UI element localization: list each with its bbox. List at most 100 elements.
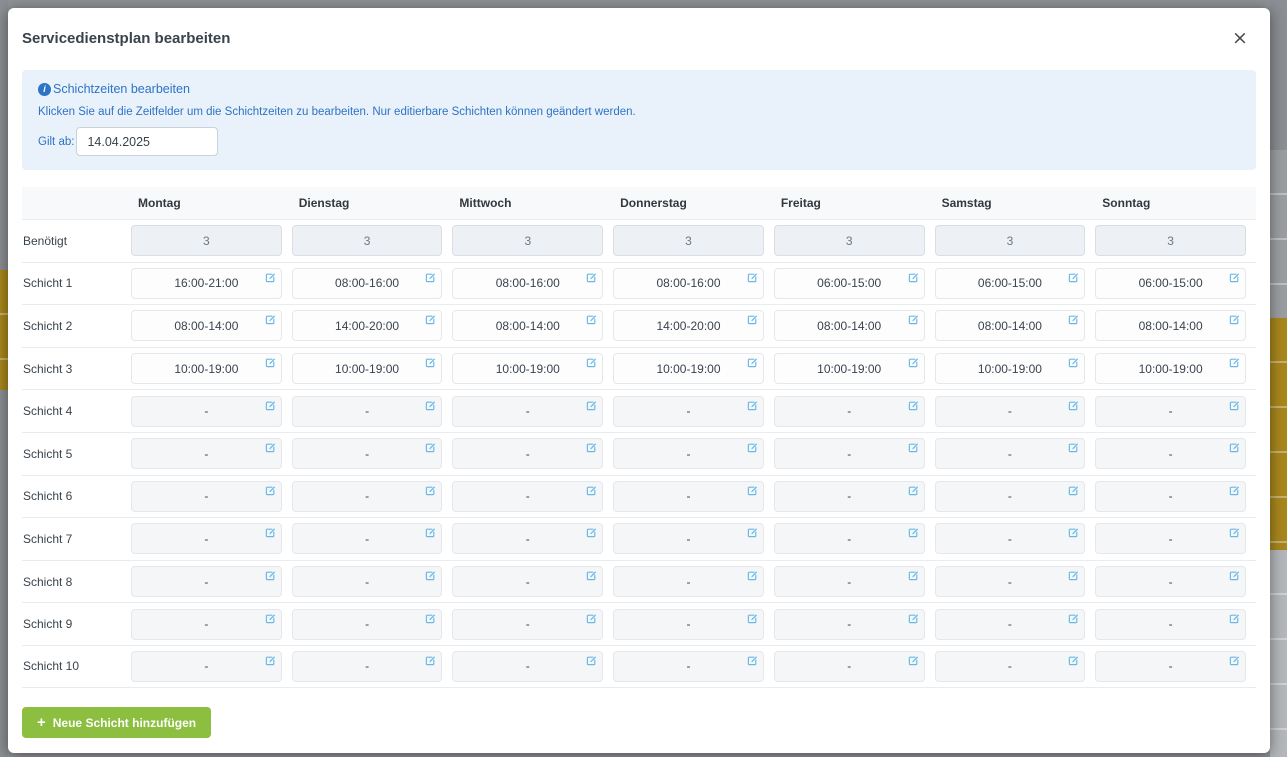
edit-icon[interactable] [425,357,436,368]
edit-icon[interactable] [908,527,919,538]
edit-icon[interactable] [1068,400,1079,411]
shift-time-field[interactable]: - [613,438,764,470]
shift-time-field[interactable]: 08:00-14:00 [773,310,925,342]
shift-time-field[interactable]: - [452,480,604,512]
shift-time-field[interactable]: 08:00-14:00 [452,310,604,342]
shift-time-field[interactable]: 08:00-16:00 [613,267,764,299]
shift-time-field[interactable]: - [131,438,282,470]
shift-time-field[interactable]: - [613,566,764,598]
edit-icon[interactable] [265,527,276,538]
edit-icon[interactable] [1229,485,1240,496]
edit-icon[interactable] [265,570,276,581]
shift-time-field[interactable]: - [452,608,604,640]
edit-icon[interactable] [1229,613,1240,624]
shift-time-field[interactable]: - [934,566,1086,598]
shift-time-field[interactable]: 10:00-19:00 [613,353,764,385]
edit-icon[interactable] [908,272,919,283]
edit-icon[interactable] [586,655,597,666]
edit-icon[interactable] [1229,272,1240,283]
shift-time-field[interactable]: - [291,650,443,682]
shift-time-field[interactable]: 08:00-14:00 [131,310,282,342]
close-icon[interactable]: × [1228,26,1252,50]
shift-time-field[interactable]: - [934,523,1086,555]
shift-time-field[interactable]: - [1095,438,1246,470]
shift-time-field[interactable]: - [291,566,443,598]
shift-time-field[interactable]: - [1095,480,1246,512]
edit-icon[interactable] [747,357,758,368]
shift-time-field[interactable]: 06:00-15:00 [934,267,1086,299]
shift-time-field[interactable]: - [934,480,1086,512]
shift-time-field[interactable]: 10:00-19:00 [131,353,282,385]
edit-icon[interactable] [747,314,758,325]
edit-icon[interactable] [747,613,758,624]
shift-time-field[interactable]: - [131,566,282,598]
shift-time-field[interactable]: - [773,480,925,512]
edit-icon[interactable] [908,357,919,368]
edit-icon[interactable] [586,527,597,538]
shift-time-field[interactable]: 10:00-19:00 [452,353,604,385]
shift-time-field[interactable]: - [131,395,282,427]
edit-icon[interactable] [586,442,597,453]
shift-time-field[interactable]: 14:00-20:00 [613,310,764,342]
edit-icon[interactable] [265,400,276,411]
edit-icon[interactable] [1229,442,1240,453]
edit-icon[interactable] [425,485,436,496]
shift-time-field[interactable]: - [613,480,764,512]
shift-time-field[interactable]: - [1095,523,1246,555]
edit-icon[interactable] [586,570,597,581]
edit-icon[interactable] [1068,527,1079,538]
shift-time-field[interactable]: - [1095,608,1246,640]
shift-time-field[interactable]: - [291,608,443,640]
shift-time-field[interactable]: - [934,608,1086,640]
edit-icon[interactable] [425,570,436,581]
shift-time-field[interactable]: - [452,523,604,555]
edit-icon[interactable] [1068,357,1079,368]
edit-icon[interactable] [586,400,597,411]
shift-time-field[interactable]: 10:00-19:00 [291,353,443,385]
edit-icon[interactable] [586,357,597,368]
edit-icon[interactable] [265,485,276,496]
shift-time-field[interactable]: - [131,480,282,512]
shift-time-field[interactable]: - [291,438,443,470]
edit-icon[interactable] [265,613,276,624]
shift-time-field[interactable]: - [452,566,604,598]
shift-time-field[interactable]: 10:00-19:00 [934,353,1086,385]
shift-time-field[interactable]: 10:00-19:00 [773,353,925,385]
shift-time-field[interactable]: - [934,438,1086,470]
edit-icon[interactable] [425,613,436,624]
shift-time-field[interactable]: - [934,650,1086,682]
shift-time-field[interactable]: - [613,608,764,640]
edit-icon[interactable] [747,272,758,283]
edit-icon[interactable] [747,442,758,453]
shift-time-field[interactable]: - [452,395,604,427]
shift-time-field[interactable]: - [773,566,925,598]
edit-icon[interactable] [908,400,919,411]
edit-icon[interactable] [265,442,276,453]
shift-time-field[interactable]: 08:00-16:00 [291,267,443,299]
shift-time-field[interactable]: 06:00-15:00 [1095,267,1246,299]
add-shift-button[interactable]: + Neue Schicht hinzufügen [22,707,212,738]
shift-time-field[interactable]: - [291,395,443,427]
edit-icon[interactable] [425,272,436,283]
edit-icon[interactable] [908,655,919,666]
edit-icon[interactable] [908,442,919,453]
shift-time-field[interactable]: 08:00-14:00 [934,310,1086,342]
edit-icon[interactable] [1229,357,1240,368]
edit-icon[interactable] [908,570,919,581]
edit-icon[interactable] [425,442,436,453]
shift-time-field[interactable]: - [291,480,443,512]
shift-time-field[interactable]: - [934,395,1086,427]
shift-time-field[interactable]: - [773,650,925,682]
shift-time-field[interactable]: - [773,523,925,555]
edit-icon[interactable] [1068,442,1079,453]
edit-icon[interactable] [1229,314,1240,325]
edit-icon[interactable] [265,655,276,666]
shift-time-field[interactable]: 14:00-20:00 [291,310,443,342]
edit-icon[interactable] [1229,527,1240,538]
edit-icon[interactable] [1229,400,1240,411]
shift-time-field[interactable]: 08:00-14:00 [1095,310,1246,342]
edit-icon[interactable] [425,655,436,666]
edit-icon[interactable] [1068,655,1079,666]
edit-icon[interactable] [1068,613,1079,624]
shift-time-field[interactable]: - [1095,395,1246,427]
